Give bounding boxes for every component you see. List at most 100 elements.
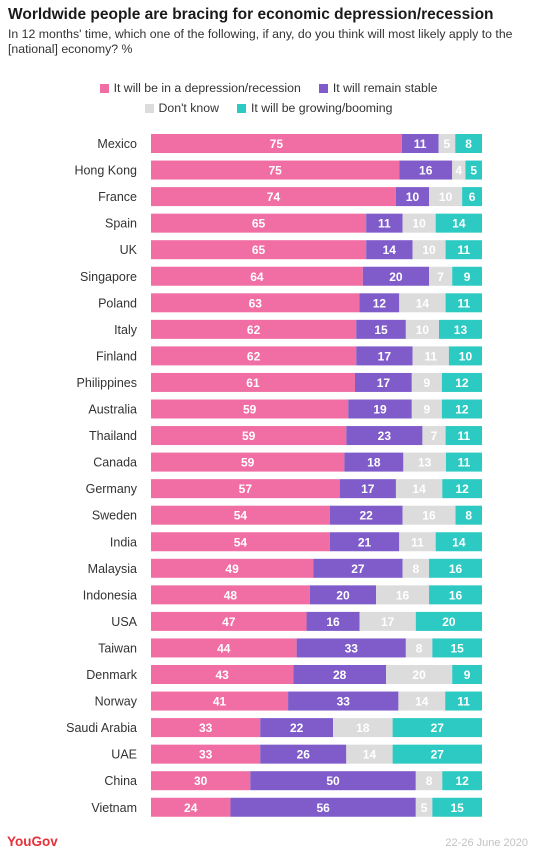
bar-growing-spain [435,213,482,233]
value-label-dont-know-australia: 9 [423,403,430,417]
value-label-stable-taiwan: 33 [345,641,359,655]
category-label-indonesia: Indonesia [83,588,137,602]
value-label-dont-know-uk: 10 [422,243,436,257]
bar-growing-denmark [452,665,482,684]
value-label-depression-australia: 59 [243,403,257,417]
value-label-growing-uk: 11 [457,243,470,257]
bar-stable-thailand [346,426,423,446]
bar-dont-know-malaysia [402,558,430,578]
bar-growing-mexico [455,134,482,153]
category-label-singapore: Singapore [80,270,137,284]
value-label-stable-france: 10 [406,190,420,204]
category-label-china: China [104,774,137,788]
value-label-stable-australia: 19 [373,403,387,417]
bar-depression-finland [151,346,357,366]
legend-swatch-dont-know [144,103,154,113]
bar-stable-taiwan [296,638,406,658]
bar-depression-hong-kong [151,160,400,180]
bar-stable-mexico [401,134,439,153]
bar-depression-canada [151,452,345,472]
bar-dont-know-taiwan [405,638,433,658]
bar-stable-spain [366,213,403,233]
value-label-depression-india: 54 [234,535,248,549]
value-label-growing-germany: 12 [455,482,469,496]
value-label-growing-finland: 10 [459,349,473,363]
value-label-stable-singapore: 20 [389,270,403,284]
bar-growing-hong-kong [465,160,482,180]
bar-dont-know-uk [412,240,446,260]
value-label-depression-spain: 65 [252,217,266,231]
bar-depression-uk [151,240,367,260]
bar-stable-china [250,771,416,791]
category-label-germany: Germany [86,482,138,496]
bar-stable-uae [260,744,347,764]
category-label-norway: Norway [95,695,138,709]
category-label-italy: Italy [114,323,138,337]
category-label-thailand: Thailand [89,429,137,443]
legend-row-2: Don't know It will be growing/booming [0,101,537,115]
bar-depression-sweden [151,505,330,525]
legend-item-depression: It will be in a depression/recession [99,81,301,95]
value-label-dont-know-singapore: 7 [437,270,444,284]
value-label-dont-know-thailand: 7 [431,429,438,443]
value-label-stable-italy: 15 [374,323,388,337]
bar-dont-know-sweden [402,505,456,525]
category-label-taiwan: Taiwan [98,641,137,655]
bar-growing-finland [448,346,482,366]
value-label-dont-know-saudi-arabia: 18 [356,721,370,735]
value-label-depression-saudi-arabia: 33 [199,721,213,735]
value-label-depression-finland: 62 [247,349,261,363]
bar-dont-know-vietnam [415,797,433,817]
value-label-depression-thailand: 59 [242,429,256,443]
bar-growing-poland [445,293,482,313]
value-label-dont-know-germany: 14 [412,482,426,496]
value-label-depression-germany: 57 [239,482,253,496]
bar-depression-mexico [151,134,402,153]
legend-swatch-depression [99,83,109,93]
bar-dont-know-saudi-arabia [333,718,393,738]
bar-dont-know-poland [399,293,446,313]
value-label-growing-malaysia: 16 [449,562,463,576]
bar-growing-norway [445,691,482,711]
bar-depression-usa [151,611,307,631]
bar-dont-know-canada [403,452,446,472]
bar-depression-philippines [151,372,355,392]
value-label-dont-know-canada: 13 [418,456,432,470]
value-label-growing-mexico: 8 [465,137,472,151]
value-label-stable-denmark: 28 [333,668,347,682]
bar-dont-know-china [415,771,443,791]
bar-depression-germany [151,479,340,499]
bar-growing-indonesia [429,585,482,605]
value-label-depression-philippines: 61 [246,376,260,390]
bar-dont-know-spain [402,213,436,233]
bar-depression-singapore [151,266,363,286]
bar-growing-uk [445,240,482,260]
value-label-depression-sweden: 54 [234,509,248,523]
bar-stable-denmark [293,665,387,684]
bar-depression-spain [151,213,367,233]
bar-dont-know-singapore [429,266,453,286]
bar-depression-italy [151,319,357,339]
value-label-depression-poland: 63 [249,296,263,310]
bar-growing-germany [442,479,482,499]
value-label-stable-malaysia: 27 [351,562,365,576]
bar-depression-vietnam [151,797,231,817]
bar-depression-australia [151,399,349,419]
value-label-stable-poland: 12 [373,296,387,310]
value-label-stable-hong-kong: 16 [419,164,433,178]
category-label-canada: Canada [93,456,137,470]
value-label-stable-china: 50 [326,774,340,788]
value-label-dont-know-usa: 17 [381,615,395,629]
bar-stable-norway [288,691,399,711]
legend-row-1: It will be in a depression/recession It … [0,81,537,95]
value-label-growing-denmark: 9 [464,668,471,682]
value-label-depression-canada: 59 [241,456,255,470]
value-label-dont-know-uae: 14 [363,748,377,762]
value-label-growing-india: 14 [452,535,466,549]
legend-label-growing: It will be growing/booming [250,101,393,115]
value-label-growing-saudi-arabia: 27 [431,721,445,735]
value-label-dont-know-hong-kong: 4 [455,164,462,178]
value-label-stable-vietnam: 56 [316,801,330,815]
bar-dont-know-uae [346,744,393,764]
